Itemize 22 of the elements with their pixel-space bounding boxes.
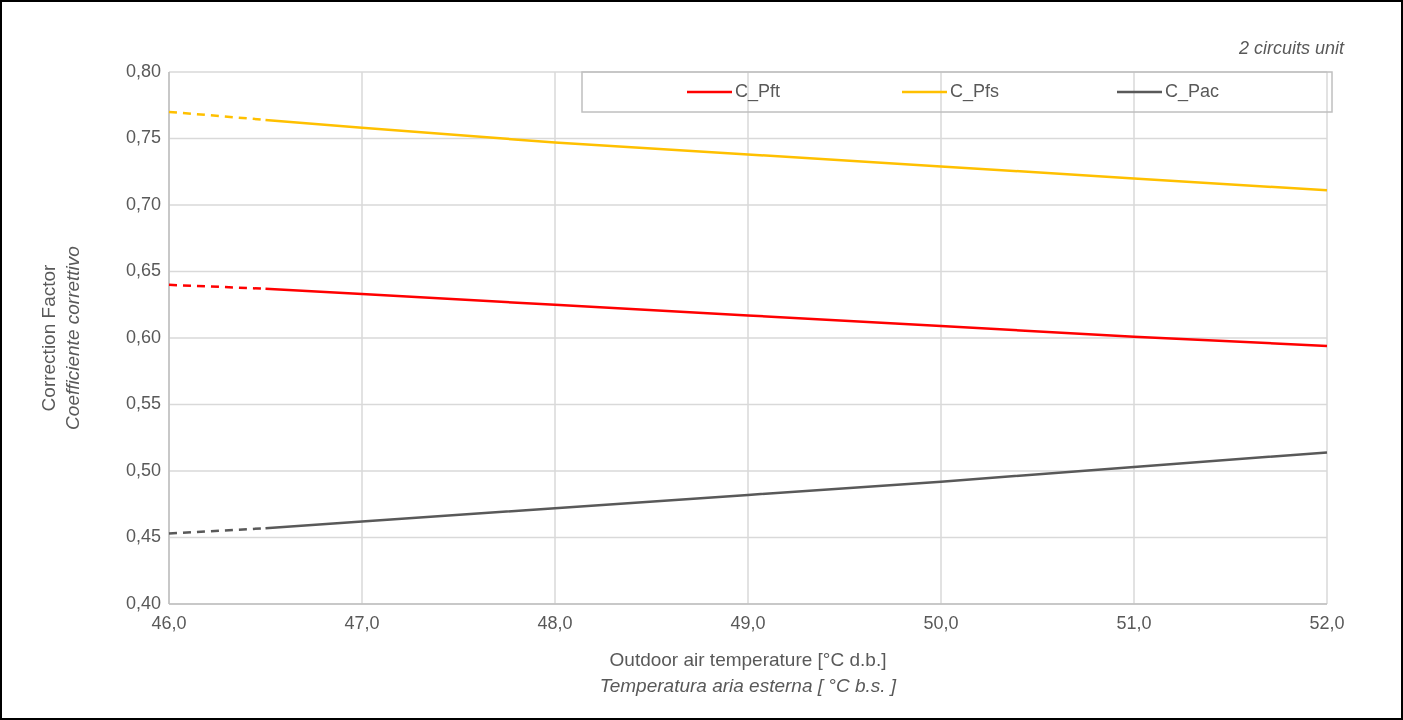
y-tick-label: 0,45 [125, 526, 161, 547]
y-tick-label: 0,80 [125, 60, 161, 81]
x-tick-label: 51,0 [1116, 613, 1152, 633]
y-tick-label: 0,75 [125, 127, 161, 148]
y-tick-label: 0,55 [125, 393, 161, 414]
y-tick-label: 0,50 [125, 459, 161, 480]
y-tick-label: 0,40 [125, 592, 161, 613]
y-axis-title: Correction Factor Coefficiente correttivo [38, 246, 83, 430]
legend-label: C_Pfs [950, 80, 1000, 102]
x-tick-label: 47,0 [344, 613, 380, 633]
x-tick-label: 52,0 [1309, 613, 1345, 633]
y-tick-label: 0,70 [125, 193, 161, 214]
x-axis-title: Outdoor air temperature [°C d.b.] Temperatura aria esterna [ °C b.s. ] [599, 649, 897, 696]
x-tick-label: 50,0 [923, 613, 959, 633]
legend-label: C_Pft [735, 80, 781, 102]
legend-label: C_Pac [1165, 80, 1220, 102]
x-tick-label: 48,0 [537, 613, 573, 633]
text: 2 circuits unit [1237, 38, 1345, 58]
y-tick-label: 0,60 [125, 326, 161, 347]
y-tick-label: 0,65 [125, 260, 161, 281]
x-tick-label: 46,0 [151, 613, 187, 633]
x-tick-label: 49,0 [730, 613, 766, 633]
